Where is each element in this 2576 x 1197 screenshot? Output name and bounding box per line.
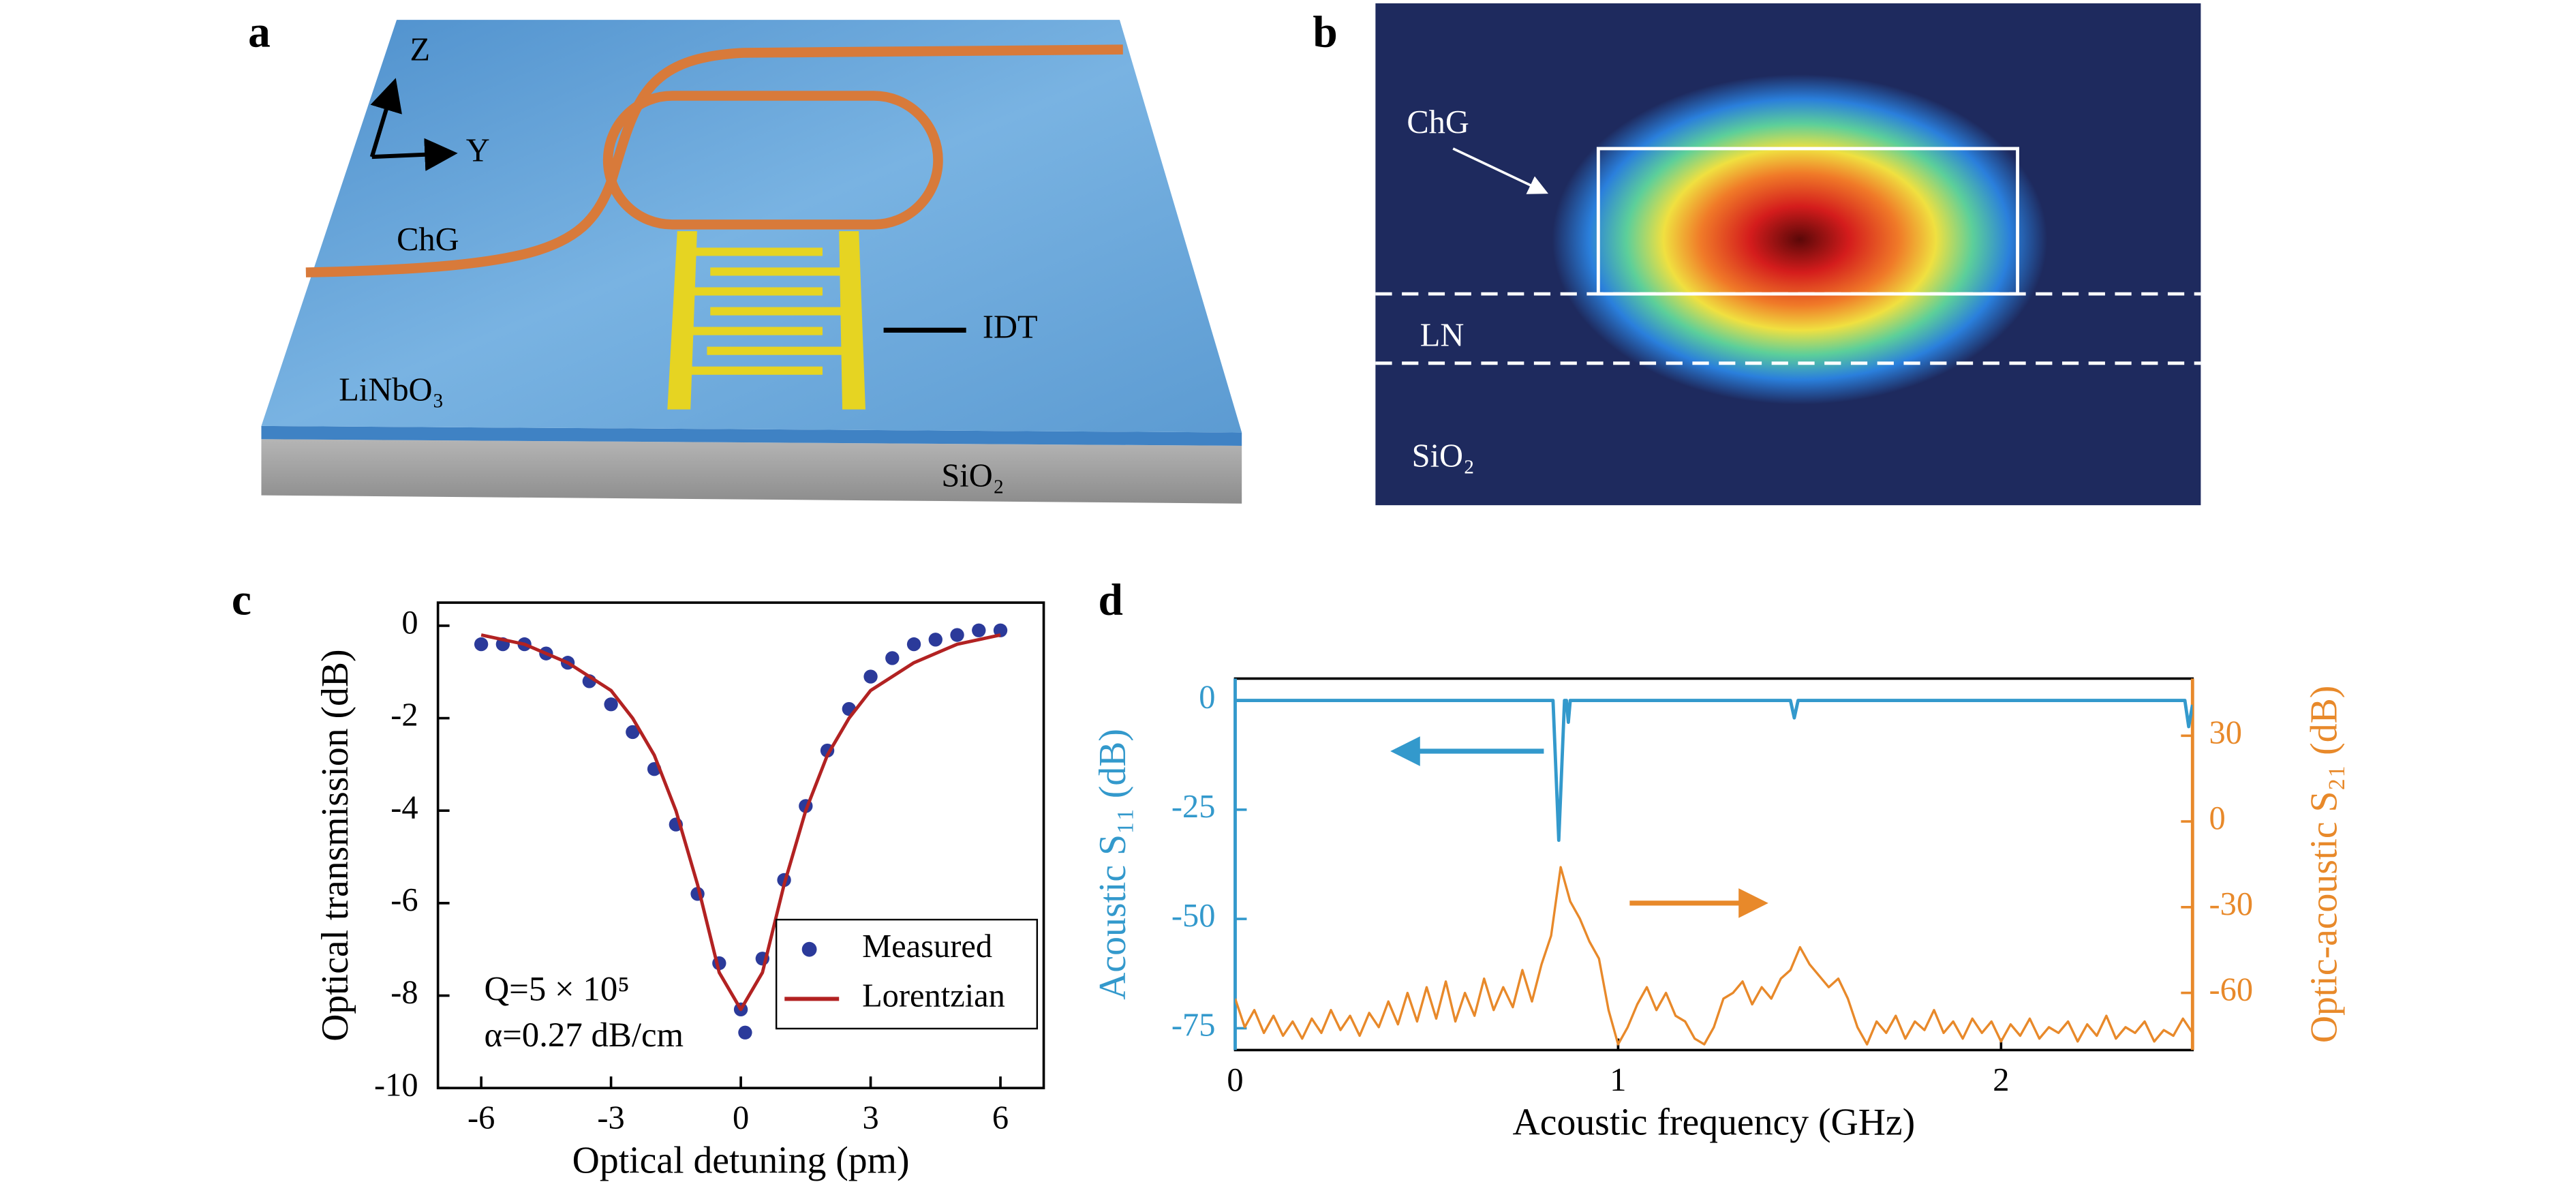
x-axis-label: Optical detuning (pm) bbox=[572, 1139, 910, 1181]
panel-label: d bbox=[1098, 575, 1122, 624]
x-tick-label: 1 bbox=[1610, 1062, 1626, 1098]
data-point bbox=[906, 637, 921, 652]
data-line bbox=[1235, 699, 2193, 843]
cladding-label: SiO₂ bbox=[941, 458, 1004, 494]
y-tick-label: -4 bbox=[390, 789, 418, 825]
x-tick-label: 0 bbox=[1227, 1062, 1243, 1098]
y2-axis-label: Optic-acoustic S₂₁ (dB) bbox=[2303, 686, 2346, 1043]
chg-label: ChG bbox=[1407, 104, 1469, 140]
data-point bbox=[738, 1025, 752, 1040]
panel-label: a bbox=[248, 7, 271, 57]
x-tick-label: 0 bbox=[733, 1100, 749, 1136]
panel-label: c bbox=[232, 575, 251, 624]
x-tick-label: 6 bbox=[992, 1100, 1009, 1136]
panel-b: ChG LN SiO₂ bbox=[1375, 3, 2201, 506]
x-axis-label: Acoustic frequency (GHz) bbox=[1513, 1102, 1916, 1144]
pointer bbox=[1452, 147, 1548, 194]
cladding-label: SiO₂ bbox=[1412, 438, 1475, 474]
ln-label: LN bbox=[1420, 318, 1465, 354]
idt bbox=[667, 231, 865, 410]
annotation: Q=5 × 10⁵ bbox=[484, 970, 630, 1008]
legend-box bbox=[775, 918, 1039, 1030]
substrate-label: LiNbO₃ bbox=[339, 372, 444, 408]
sio2-layer bbox=[261, 439, 1242, 504]
data-point bbox=[626, 725, 640, 740]
mode-profile bbox=[1552, 74, 2048, 405]
y-tick-label: -10 bbox=[374, 1067, 418, 1103]
y-axis-label: Acoustic S₁₁ (dB) bbox=[1092, 729, 1134, 1000]
data-line bbox=[480, 633, 1001, 1012]
x-tick-label: -6 bbox=[467, 1100, 495, 1136]
y2-tick-label: -60 bbox=[2209, 972, 2254, 1008]
y-axis-label: Optical transmission (dB) bbox=[314, 649, 356, 1041]
ring bbox=[602, 91, 943, 230]
y-axis bbox=[371, 138, 458, 171]
y-tick-label: -2 bbox=[390, 697, 418, 733]
data-point bbox=[993, 623, 1008, 637]
legend-label: Measured bbox=[862, 928, 992, 965]
z-axis bbox=[369, 78, 402, 157]
y-tick-label: -25 bbox=[1171, 789, 1216, 825]
y-tick-label: -8 bbox=[390, 975, 418, 1011]
plot-frame bbox=[1233, 677, 2194, 1052]
x-tick-label: 2 bbox=[1993, 1062, 2009, 1098]
y-tick-label: 0 bbox=[1199, 680, 1215, 716]
z-label: Z bbox=[410, 32, 430, 68]
y2-tick-label: -30 bbox=[2209, 886, 2254, 922]
x-tick-label: -3 bbox=[597, 1100, 624, 1136]
panel-a: Z Y ChG IDT LiNbO₃ SiO₂ bbox=[261, 20, 1242, 504]
annotation: α=0.27 dB/cm bbox=[484, 1016, 684, 1055]
y2-tick-label: 0 bbox=[2209, 800, 2226, 836]
data-line bbox=[1235, 866, 2193, 1046]
y-tick-label: 0 bbox=[401, 605, 418, 641]
plot-area bbox=[1235, 699, 2193, 1046]
data-point bbox=[604, 697, 618, 712]
y-tick-label: -75 bbox=[1171, 1007, 1216, 1043]
idt-label: IDT bbox=[983, 309, 1038, 346]
data-point bbox=[928, 633, 942, 647]
y-tick-label: -50 bbox=[1171, 898, 1216, 934]
panel-label: b bbox=[1313, 7, 1337, 57]
y-label: Y bbox=[466, 132, 490, 168]
data-point bbox=[474, 637, 489, 652]
legend-label: Lorentzian bbox=[862, 978, 1005, 1014]
data-point bbox=[885, 651, 900, 665]
y2-tick-label: 30 bbox=[2209, 714, 2242, 751]
y-tick-label: -6 bbox=[390, 882, 418, 918]
data-point bbox=[863, 669, 878, 684]
chart: 0 1 2 -75 -50 -25 0 -60 -30 0 30 Acoustic frequency… bbox=[1092, 677, 2346, 1144]
legend-marker bbox=[801, 941, 817, 957]
data-point bbox=[950, 628, 964, 642]
chg-label: ChG bbox=[397, 222, 459, 258]
plot-area bbox=[474, 623, 1008, 1040]
x-tick-label: 3 bbox=[862, 1100, 878, 1136]
data-point bbox=[972, 623, 986, 637]
